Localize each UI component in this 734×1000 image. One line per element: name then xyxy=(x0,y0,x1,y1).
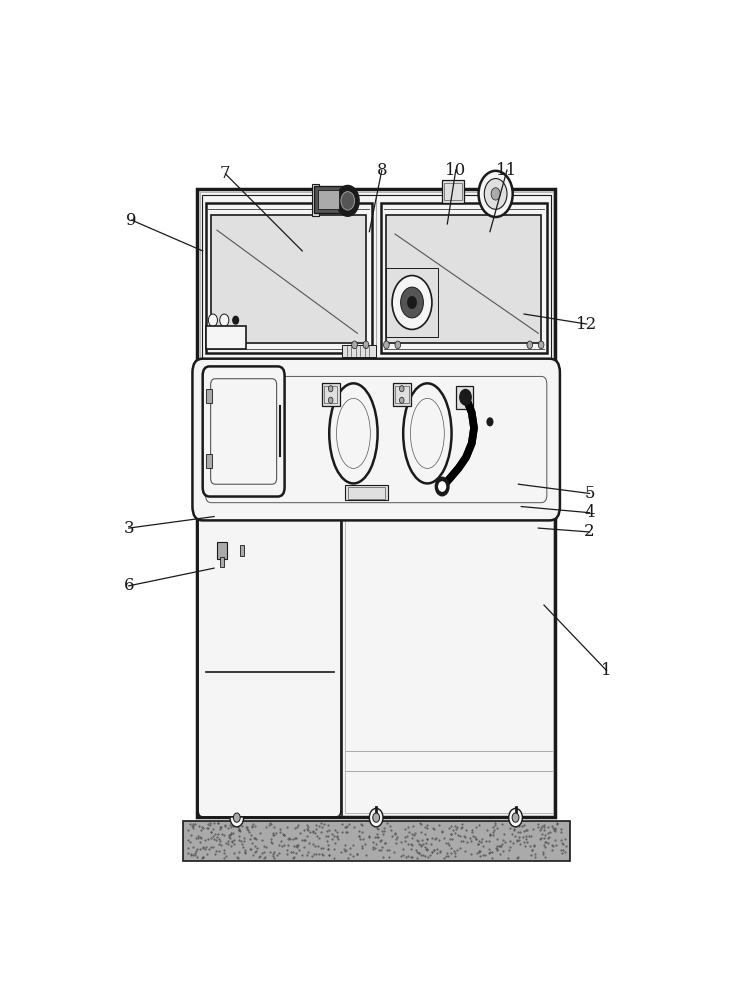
Circle shape xyxy=(407,296,417,309)
Circle shape xyxy=(369,808,383,827)
Circle shape xyxy=(527,341,533,349)
Circle shape xyxy=(219,314,229,326)
Circle shape xyxy=(208,314,217,326)
Circle shape xyxy=(233,316,239,324)
Bar xyxy=(342,345,376,357)
Bar xyxy=(202,195,550,360)
Circle shape xyxy=(328,386,333,392)
Ellipse shape xyxy=(403,383,451,483)
Circle shape xyxy=(225,341,231,349)
Bar xyxy=(444,183,462,200)
Text: 3: 3 xyxy=(123,520,134,537)
Bar xyxy=(197,189,556,817)
FancyBboxPatch shape xyxy=(198,514,341,817)
Bar xyxy=(348,487,385,499)
Circle shape xyxy=(435,477,449,496)
Bar xyxy=(312,184,319,216)
Bar xyxy=(217,542,227,559)
Bar xyxy=(200,192,553,364)
Circle shape xyxy=(399,386,404,392)
Circle shape xyxy=(491,188,500,200)
Circle shape xyxy=(512,813,519,822)
Circle shape xyxy=(479,171,512,217)
Bar xyxy=(220,557,224,567)
Bar xyxy=(393,383,411,406)
Bar xyxy=(239,545,244,556)
Circle shape xyxy=(384,341,389,349)
Circle shape xyxy=(392,276,432,329)
Circle shape xyxy=(363,341,368,349)
Circle shape xyxy=(341,192,355,210)
Text: 1: 1 xyxy=(601,662,612,679)
Text: 6: 6 xyxy=(123,577,134,594)
Text: 2: 2 xyxy=(584,523,595,540)
Bar xyxy=(386,268,437,337)
Text: 11: 11 xyxy=(496,162,517,179)
Bar xyxy=(324,386,338,403)
Bar xyxy=(381,203,547,353)
Bar xyxy=(345,517,553,813)
Text: 8: 8 xyxy=(377,162,387,179)
Circle shape xyxy=(213,341,219,349)
Bar xyxy=(321,383,340,406)
Bar xyxy=(211,215,366,343)
Bar xyxy=(345,485,388,500)
Circle shape xyxy=(399,397,404,403)
Text: 12: 12 xyxy=(576,316,597,333)
Circle shape xyxy=(336,185,359,216)
Text: 9: 9 xyxy=(126,212,137,229)
Bar xyxy=(395,386,409,403)
Bar xyxy=(183,821,570,861)
Bar xyxy=(206,389,212,403)
Bar xyxy=(206,203,371,353)
Circle shape xyxy=(230,808,244,827)
Bar xyxy=(202,517,339,813)
Bar xyxy=(456,386,473,409)
Bar xyxy=(442,180,465,203)
Bar xyxy=(318,190,339,209)
Circle shape xyxy=(538,341,544,349)
Circle shape xyxy=(233,813,240,822)
Circle shape xyxy=(484,179,507,209)
Text: 4: 4 xyxy=(584,504,595,521)
Circle shape xyxy=(459,389,471,405)
Bar xyxy=(206,326,247,349)
Bar xyxy=(313,186,345,213)
Ellipse shape xyxy=(330,383,377,483)
FancyBboxPatch shape xyxy=(192,359,560,520)
Circle shape xyxy=(439,482,446,491)
FancyBboxPatch shape xyxy=(203,366,285,497)
Text: 10: 10 xyxy=(446,162,466,179)
Text: 5: 5 xyxy=(584,485,595,502)
Circle shape xyxy=(395,341,401,349)
Bar xyxy=(386,215,541,343)
Circle shape xyxy=(401,287,424,318)
Circle shape xyxy=(509,808,523,827)
Circle shape xyxy=(373,813,379,822)
Circle shape xyxy=(328,397,333,403)
Bar xyxy=(206,454,212,468)
Text: 7: 7 xyxy=(220,165,230,182)
Circle shape xyxy=(487,418,493,426)
Circle shape xyxy=(352,341,357,349)
